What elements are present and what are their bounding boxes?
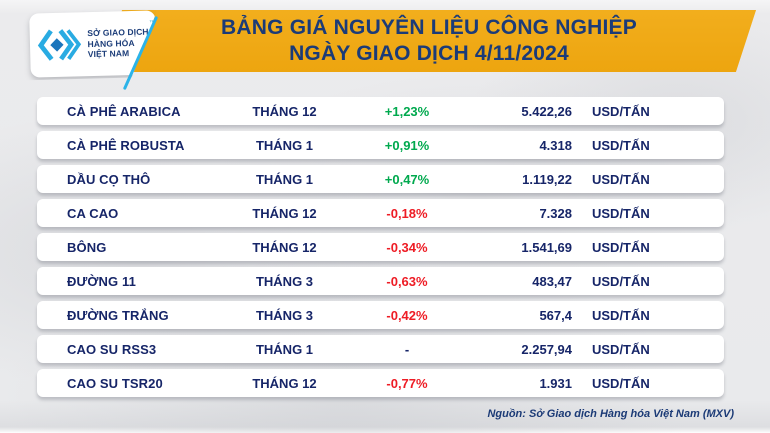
- commodity-name: CÀ PHÊ ARABICA: [67, 103, 181, 119]
- percent-change: -0,42%: [386, 307, 428, 323]
- price-unit: USD/TẤN: [592, 273, 650, 289]
- price-value: 567,4: [539, 307, 572, 323]
- price-value: 483,47: [532, 273, 572, 289]
- commodity-name: DẦU CỌ THÔ: [67, 171, 151, 187]
- price-value: 1.119,22: [522, 171, 572, 187]
- table-row: CAO SU RSS3 THÁNG 1 - 2.257,94 USD/TẤN: [37, 335, 724, 363]
- page-title-line1: BẢNG GIÁ NGUYÊN LIỆU CÔNG NGHIỆP: [221, 16, 637, 39]
- percent-change: -0,63%: [386, 273, 428, 289]
- banner-title: BẢNG GIÁ NGUYÊN LIỆU CÔNG NGHIỆP NGÀY GI…: [112, 10, 746, 72]
- percent-change: -0,18%: [386, 205, 428, 221]
- contract-month: THÁNG 1: [255, 137, 314, 153]
- commodity-name: CAO SU TSR20: [67, 375, 163, 391]
- mxv-logo-card: SỞ GIAO DỊCH™ HÀNG HÓA VIỆT NAM: [29, 10, 157, 77]
- price-value: 1.541,69: [521, 239, 572, 255]
- table-row: CAO SU TSR20 THÁNG 12 -0,77% 1.931 USD/T…: [37, 369, 724, 397]
- commodity-name: CAO SU RSS3: [67, 341, 157, 357]
- price-unit: USD/TẤN: [592, 307, 650, 323]
- percent-change: -0,77%: [386, 375, 428, 391]
- table-row: ĐƯỜNG TRẮNG THÁNG 3 -0,42% 567,4 USD/TẤN: [37, 301, 724, 329]
- mxv-logo-icon: [37, 25, 84, 64]
- commodity-name: ĐƯỜNG 11: [67, 273, 136, 289]
- commodity-name: CÀ PHÊ ROBUSTA: [67, 137, 185, 153]
- contract-month: THÁNG 3: [255, 307, 314, 323]
- price-value: 5.422,26: [521, 103, 572, 119]
- percent-change: +1,23%: [384, 103, 430, 119]
- price-unit: USD/TẤN: [592, 341, 650, 357]
- commodity-name: BÔNG: [67, 239, 107, 255]
- price-value: 1.931: [539, 375, 572, 391]
- contract-month: THÁNG 1: [255, 171, 314, 187]
- page-title-line2: NGÀY GIAO DỊCH 4/11/2024: [289, 42, 569, 65]
- table-row: CÀ PHÊ ARABICA THÁNG 12 +1,23% 5.422,26 …: [37, 97, 724, 125]
- table-row: ĐƯỜNG 11 THÁNG 3 -0,63% 483,47 USD/TẤN: [37, 267, 724, 295]
- table-row: DẦU CỌ THÔ THÁNG 1 +0,47% 1.119,22 USD/T…: [37, 165, 724, 193]
- contract-month: THÁNG 12: [252, 239, 317, 255]
- percent-change: -: [404, 341, 410, 357]
- percent-change: -0,34%: [386, 239, 428, 255]
- contract-month: THÁNG 3: [255, 273, 314, 289]
- price-value: 4.318: [539, 137, 572, 153]
- price-unit: USD/TẤN: [592, 171, 650, 187]
- price-value: 7.328: [539, 205, 572, 221]
- table-row: CÀ PHÊ ROBUSTA THÁNG 1 +0,91% 4.318 USD/…: [37, 131, 724, 159]
- contract-month: THÁNG 12: [252, 205, 317, 221]
- logo-line1: SỞ GIAO DỊCH: [87, 26, 149, 38]
- contract-month: THÁNG 1: [255, 341, 314, 357]
- price-unit: USD/TẤN: [592, 239, 650, 255]
- percent-change: +0,91%: [384, 137, 430, 153]
- price-unit: USD/TẤN: [592, 103, 650, 119]
- price-table: CÀ PHÊ ARABICA THÁNG 12 +1,23% 5.422,26 …: [37, 97, 724, 403]
- contract-month: THÁNG 12: [252, 375, 317, 391]
- price-unit: USD/TẤN: [592, 375, 650, 391]
- commodity-name: CA CAO: [67, 205, 119, 221]
- source-note: Nguồn: Sở Giao dịch Hàng hóa Việt Nam (M…: [487, 408, 734, 420]
- commodity-name: ĐƯỜNG TRẮNG: [67, 307, 169, 323]
- price-unit: USD/TẤN: [592, 205, 650, 221]
- contract-month: THÁNG 12: [252, 103, 317, 119]
- price-unit: USD/TẤN: [592, 137, 650, 153]
- percent-change: +0,47%: [384, 171, 430, 187]
- table-row: BÔNG THÁNG 12 -0,34% 1.541,69 USD/TẤN: [37, 233, 724, 261]
- price-value: 2.257,94: [521, 341, 572, 357]
- title-banner: BẢNG GIÁ NGUYÊN LIỆU CÔNG NGHIỆP NGÀY GI…: [101, 10, 757, 72]
- table-row: CA CAO THÁNG 12 -0,18% 7.328 USD/TẤN: [37, 199, 724, 227]
